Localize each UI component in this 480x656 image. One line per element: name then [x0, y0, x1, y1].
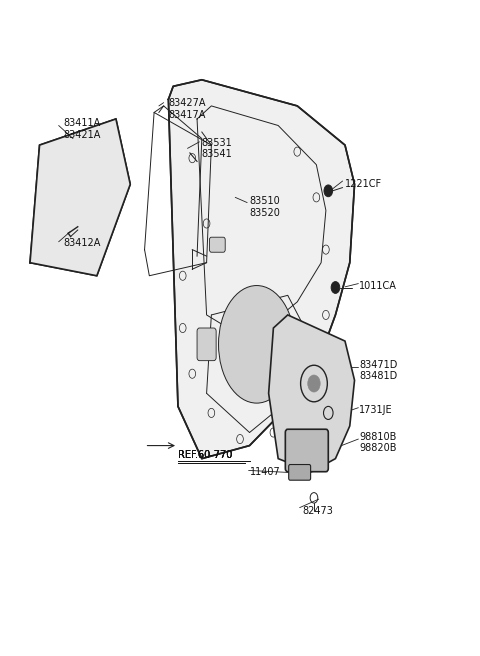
Text: REF.60-770: REF.60-770 [178, 451, 232, 461]
Text: REF.60-770: REF.60-770 [178, 451, 232, 461]
Text: 83412A: 83412A [63, 238, 101, 248]
Text: 1731JE: 1731JE [360, 405, 393, 415]
Polygon shape [168, 80, 355, 459]
Circle shape [308, 375, 320, 392]
Text: 83427A
83417A: 83427A 83417A [168, 98, 206, 120]
Circle shape [324, 185, 333, 197]
Text: 1221CF: 1221CF [345, 179, 382, 190]
Text: 11407: 11407 [250, 466, 280, 477]
FancyBboxPatch shape [285, 429, 328, 472]
Text: 98810B
98820B: 98810B 98820B [360, 432, 397, 453]
Polygon shape [30, 119, 130, 276]
Text: REF.60-770: REF.60-770 [178, 451, 232, 461]
FancyBboxPatch shape [288, 464, 311, 480]
FancyBboxPatch shape [209, 237, 225, 252]
Text: 83510
83520: 83510 83520 [250, 196, 280, 218]
Text: 83471D
83481D: 83471D 83481D [360, 359, 398, 381]
Circle shape [331, 281, 340, 293]
Text: 83411A
83421A: 83411A 83421A [63, 118, 101, 140]
Text: 82473: 82473 [302, 506, 333, 516]
FancyBboxPatch shape [197, 328, 216, 361]
Text: 1011CA: 1011CA [360, 281, 397, 291]
Text: 83531
83541: 83531 83541 [202, 138, 233, 159]
Text: REF.60-770: REF.60-770 [178, 451, 232, 461]
Ellipse shape [218, 285, 295, 403]
Polygon shape [269, 315, 355, 472]
